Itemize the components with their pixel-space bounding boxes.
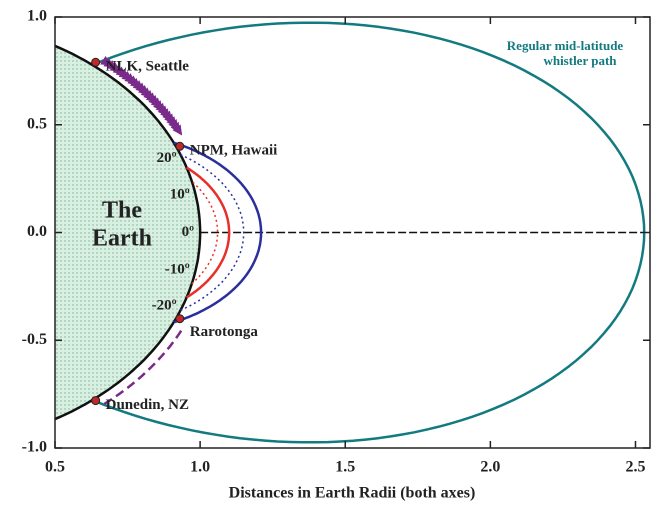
station-label: Rarotonga [190, 324, 259, 340]
y-tick-label: 0.5 [27, 115, 47, 132]
annotation: Regular mid-latitude [507, 38, 624, 53]
latitude-label: 20º [157, 150, 177, 166]
annotation: whistler path [543, 53, 617, 68]
station-label: NPM, Hawaii [190, 143, 278, 159]
y-tick-label: 1.0 [27, 8, 47, 25]
station-marker [92, 58, 100, 66]
x-tick-label: 0.5 [45, 459, 65, 476]
station-label: Dunedin, NZ [106, 397, 189, 413]
y-tick-label: 0.0 [27, 223, 47, 240]
earth-label: Earth [92, 226, 152, 252]
station-marker [176, 315, 184, 323]
x-tick-label: 2.0 [480, 459, 500, 476]
latitude-label: -10º [165, 261, 190, 277]
station-marker [92, 397, 100, 405]
station-marker [176, 142, 184, 150]
chart: Distances in Earth Radii (both axes) 0.5… [0, 0, 651, 508]
y-tick-label: -0.5 [22, 331, 47, 348]
x-axis-title: Distances in Earth Radii (both axes) [229, 485, 476, 502]
latitude-label: 0º [182, 224, 195, 240]
station-label: NLK, Seattle [106, 59, 190, 75]
y-tick-label: -1.0 [22, 439, 47, 456]
latitude-label: 10º [170, 187, 190, 203]
earth-label: The [102, 198, 142, 224]
x-tick-label: 1.5 [335, 459, 355, 476]
x-tick-label: 2.5 [625, 459, 645, 476]
latitude-label: -20º [152, 298, 177, 314]
x-tick-label: 1.0 [190, 459, 210, 476]
